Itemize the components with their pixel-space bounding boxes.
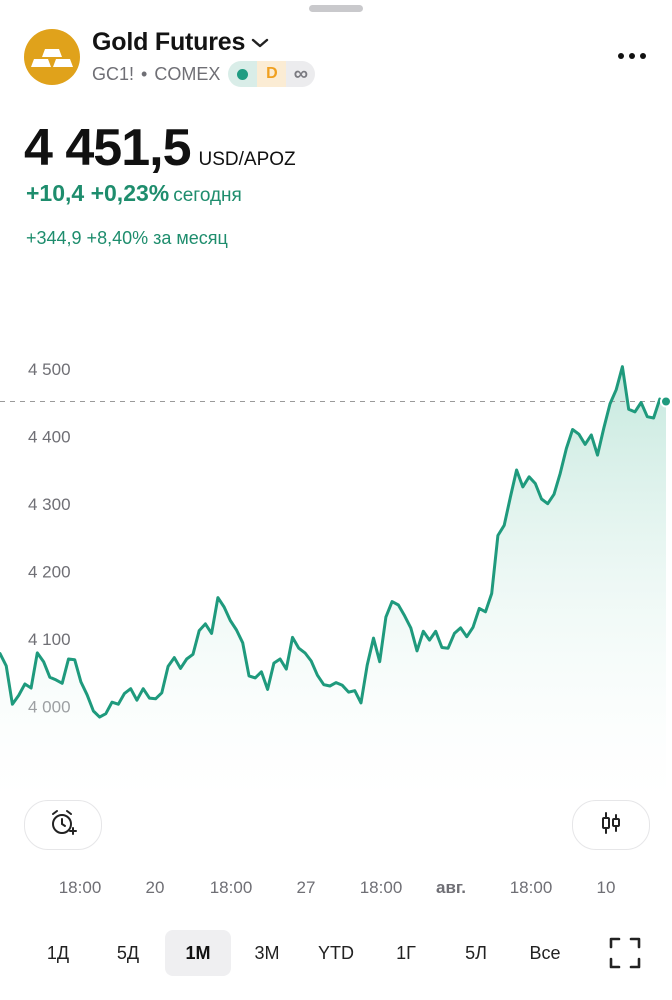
x-tick-label: 18:00 bbox=[58, 878, 102, 897]
add-alert-button[interactable] bbox=[24, 800, 102, 850]
x-tick-label: 27 bbox=[296, 878, 316, 897]
last-price: 4 451,5 bbox=[24, 119, 191, 177]
more-options-icon[interactable] bbox=[612, 46, 652, 66]
change-today-value: +10,4 +0,23% bbox=[26, 180, 170, 206]
candlestick-icon bbox=[598, 810, 624, 841]
gold-logo-icon bbox=[24, 29, 80, 85]
change-month: +344,9 +8,40% за месяц bbox=[26, 228, 228, 248]
time-axis: 18:00 20 18:00 27 18:00 авг. 18:00 10 bbox=[0, 878, 672, 902]
alarm-plus-icon bbox=[49, 809, 77, 842]
status-badges[interactable]: D ∞ bbox=[228, 61, 316, 87]
range-5y[interactable]: 5Л bbox=[465, 942, 487, 963]
range-selector: 1Д 5Д 1М 3М YTD 1Г 5Л Все bbox=[22, 930, 672, 976]
exchange-name: COMEX bbox=[154, 63, 221, 84]
x-tick-label: 18:00 bbox=[509, 878, 553, 897]
price-unit: USD/APOZ bbox=[198, 149, 296, 170]
x-tick-label: 18:00 bbox=[359, 878, 403, 897]
range-all[interactable]: Все bbox=[529, 942, 561, 963]
y-tick-label: 4 200 bbox=[28, 562, 71, 581]
price-area bbox=[0, 366, 666, 800]
x-tick-label: 20 bbox=[145, 878, 165, 897]
range-5d[interactable]: 5Д bbox=[116, 942, 140, 963]
y-tick-label: 4 100 bbox=[28, 630, 71, 649]
chevron-down-icon[interactable] bbox=[251, 37, 269, 49]
y-tick-label: 4 300 bbox=[28, 495, 71, 514]
range-1y[interactable]: 1Г bbox=[396, 942, 416, 963]
fullscreen-icon[interactable] bbox=[608, 936, 642, 970]
x-tick-label: 10 bbox=[596, 878, 616, 897]
y-tick-label: 4 400 bbox=[28, 427, 71, 446]
sheet-grabber[interactable] bbox=[309, 5, 363, 12]
last-price-dot bbox=[660, 395, 672, 408]
range-1m[interactable]: 1М bbox=[165, 930, 231, 976]
y-tick-label: 4 500 bbox=[28, 360, 71, 379]
delayed-badge: D bbox=[257, 61, 287, 87]
x-tick-label: авг. bbox=[435, 878, 467, 897]
range-ytd[interactable]: YTD bbox=[318, 942, 354, 963]
range-3m[interactable]: 3М bbox=[254, 942, 280, 963]
range-1d[interactable]: 1Д bbox=[46, 942, 70, 963]
market-open-icon bbox=[228, 61, 258, 87]
x-tick-label: 18:00 bbox=[209, 878, 253, 897]
change-today-label: сегодня bbox=[173, 185, 242, 206]
price-line bbox=[0, 365, 668, 719]
change-today: +10,4 +0,23% сегодня bbox=[26, 180, 242, 207]
ticker-symbol: GC1! bbox=[92, 63, 135, 84]
instrument-title[interactable]: Gold Futures bbox=[92, 28, 246, 56]
separator-dot: • bbox=[141, 63, 148, 84]
chart-type-button[interactable] bbox=[572, 800, 650, 850]
infinity-icon: ∞ bbox=[286, 61, 316, 87]
